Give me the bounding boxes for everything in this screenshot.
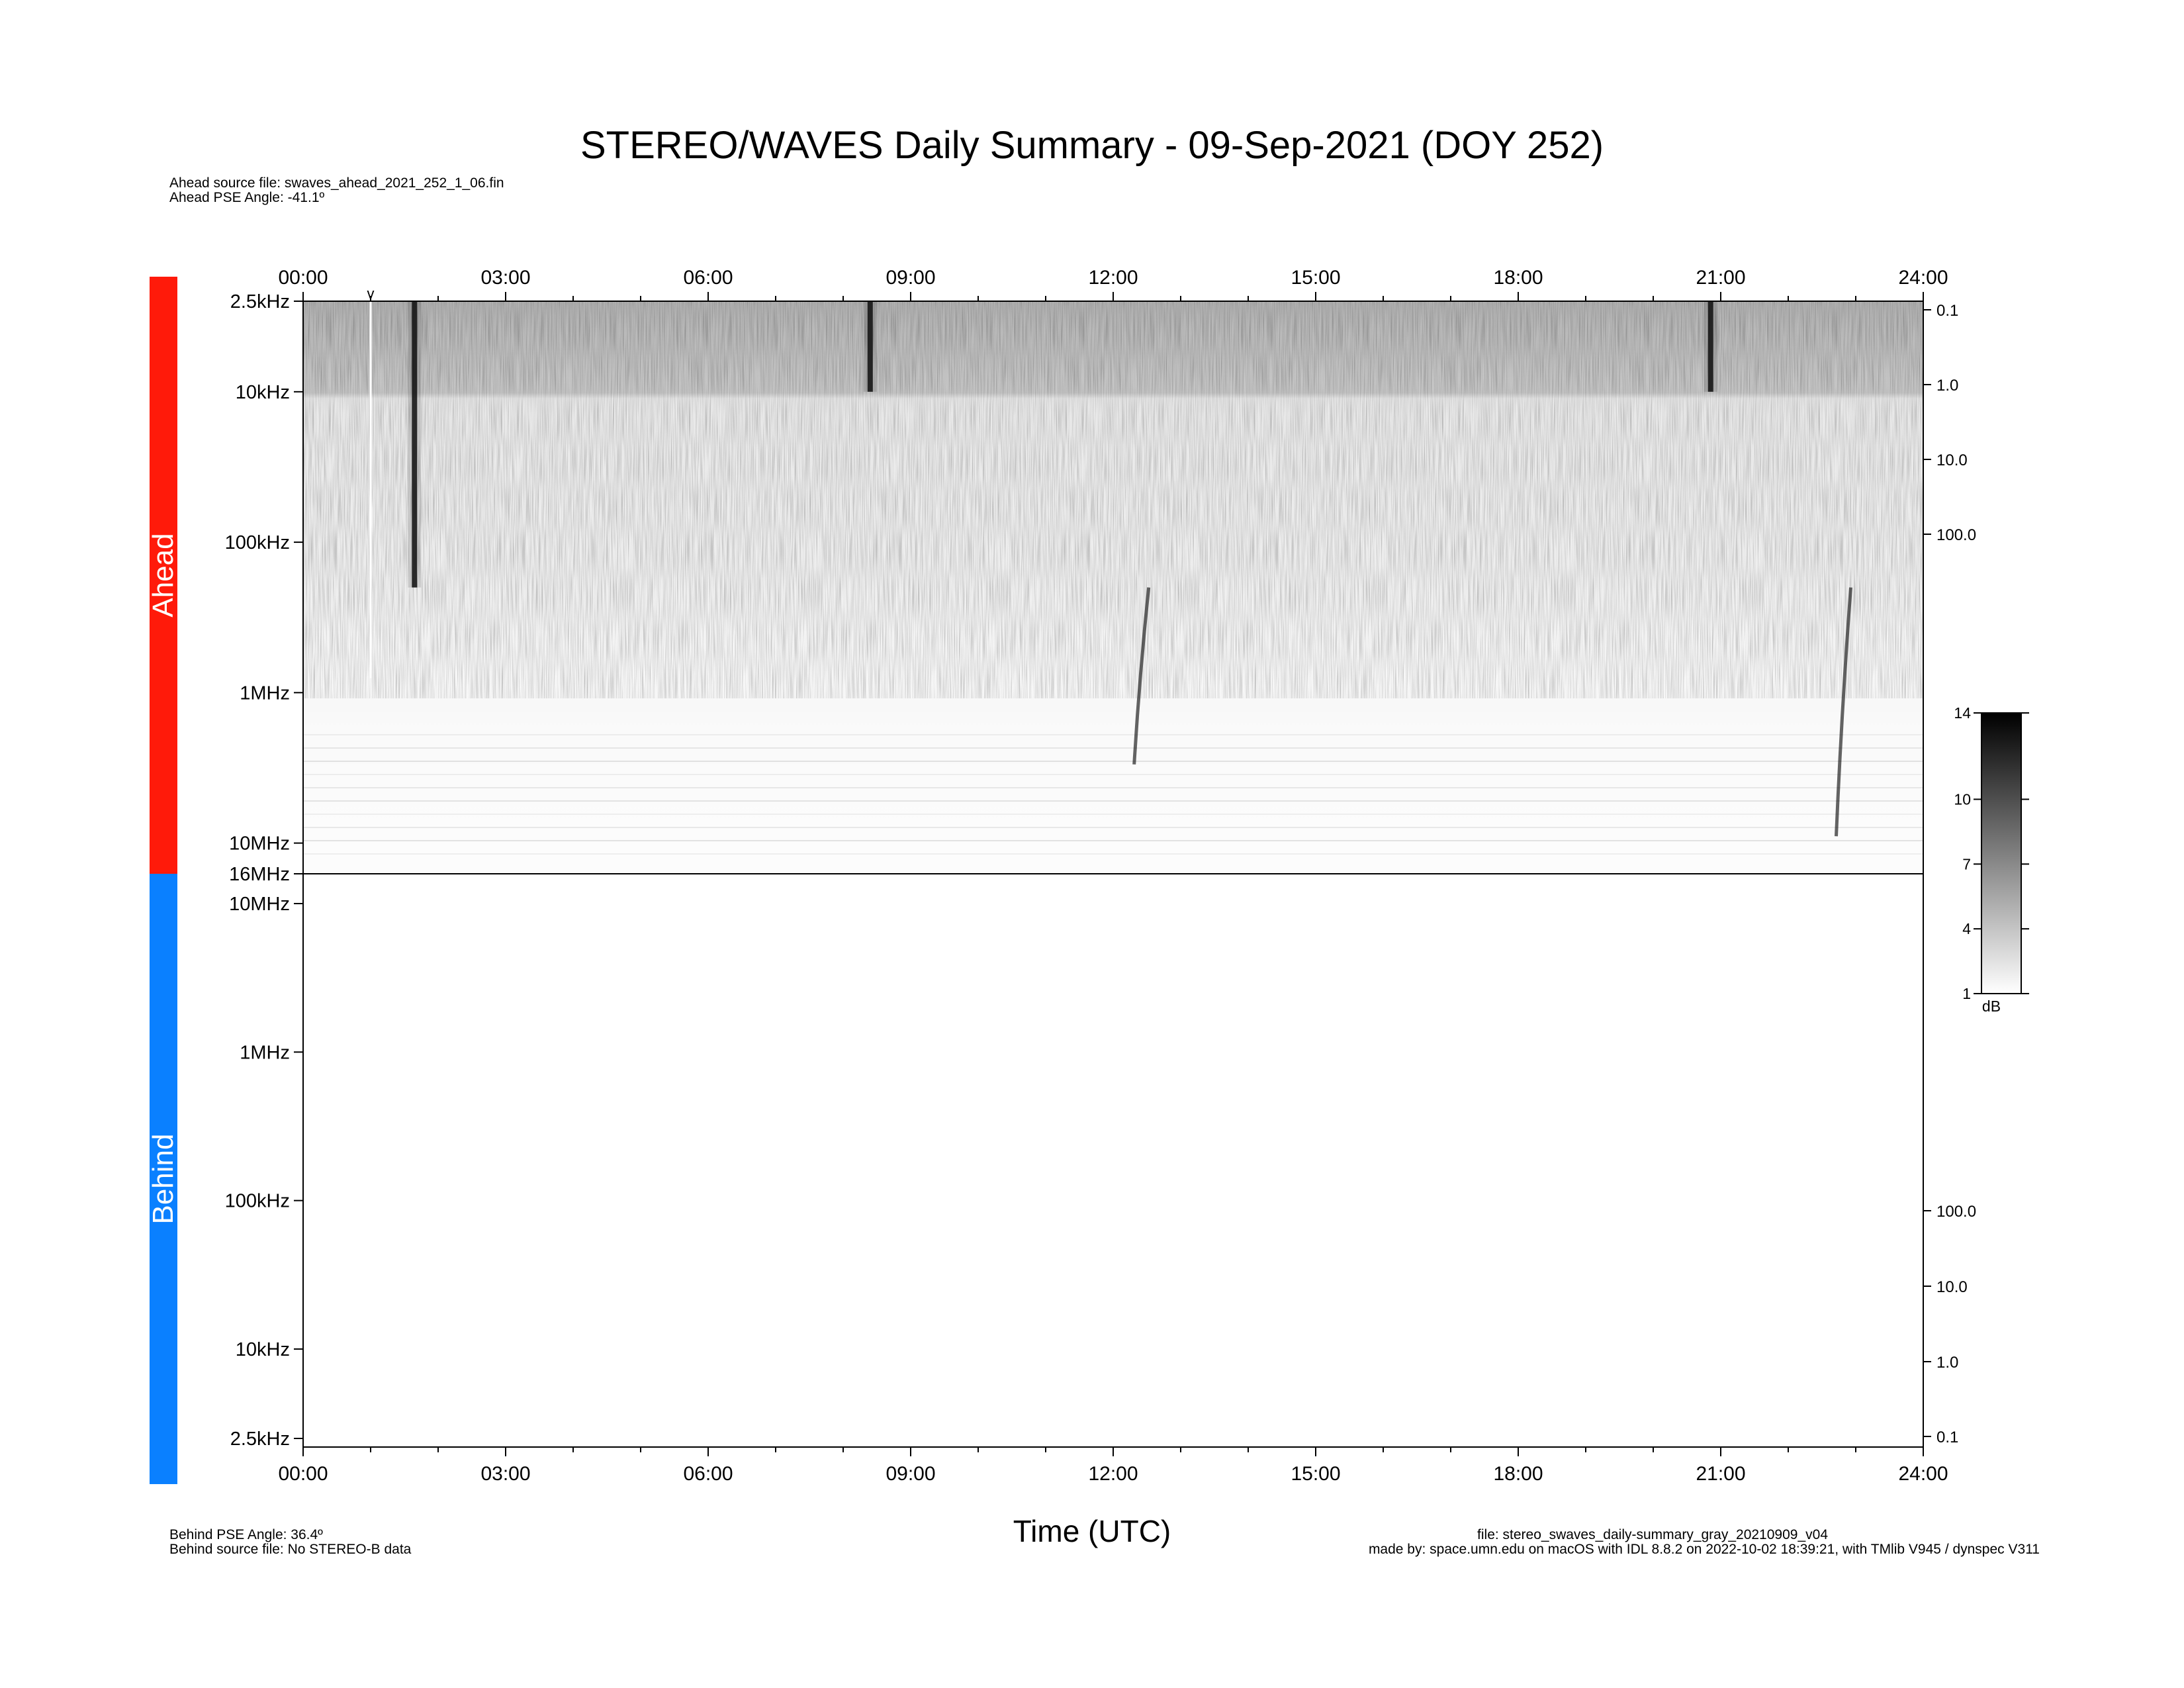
ahead-pse-angle: Ahead PSE Angle: -41.1º (169, 190, 325, 205)
ahead-info: Ahead source file: swaves_ahead_2021_252… (169, 176, 504, 205)
behind-side-bar: Behind (147, 874, 179, 1484)
colorbar-tick-label: 1 (1962, 985, 1971, 1002)
right-tick-label-behind: 1.0 (1936, 1354, 1958, 1372)
x-tick-label-top: 18:00 (1493, 267, 1543, 289)
x-axis-top: 00:00 03:00 06:00 09:00 12:00 15:00 18:00 21:00… (278, 267, 1948, 301)
behind-info: Behind PSE Angle: 36.4º Behind source fi… (169, 1528, 411, 1557)
y-tick-label-ahead: 100kHz (225, 532, 290, 553)
colorbar-tick-label: 7 (1962, 855, 1971, 872)
ahead-features (369, 301, 1852, 837)
right-axis-behind: 100.0 10.0 1.0 0.1 (1923, 1203, 1976, 1446)
y-tick-label-behind: 10MHz (229, 894, 290, 915)
colorbar-tick-label: 10 (1954, 790, 1971, 808)
y-tick-label-behind: 2.5kHz (230, 1429, 290, 1450)
burst-mark (1707, 301, 1713, 392)
behind-source-file: Behind source file: No STEREO-B data (169, 1542, 412, 1557)
right-tick-label-behind: 100.0 (1936, 1203, 1976, 1221)
x-tick-label-bottom: 24:00 (1898, 1463, 1948, 1485)
ahead-panel (303, 301, 1923, 874)
footer-made-by: made by: space.umn.edu on macOS with IDL… (1368, 1542, 2040, 1557)
x-tick-label-top: 00:00 (278, 267, 328, 289)
right-tick-label-ahead: 1.0 (1936, 377, 1958, 395)
x-tick-label-bottom: 15:00 (1291, 1463, 1340, 1485)
drifting-burst-mark (1835, 587, 1852, 837)
x-tick-label-bottom: 21:00 (1696, 1463, 1745, 1485)
ahead-source-file: Ahead source file: swaves_ahead_2021_252… (169, 175, 504, 191)
x-tick-label-bottom: 09:00 (886, 1463, 935, 1485)
burst-mark (867, 301, 873, 392)
y-axis-ahead: 2.5kHz 10kHz 100kHz 1MHz 10MHz 16MHz (225, 291, 303, 885)
right-tick-label-behind: 0.1 (1936, 1429, 1958, 1446)
x-tick-label-bottom: 12:00 (1088, 1463, 1138, 1485)
y-tick-label-ahead: 1MHz (240, 682, 290, 704)
colorbar-ticks: 14 10 7 4 1 (1954, 704, 2029, 1002)
y-tick-label-ahead: 10MHz (229, 833, 290, 855)
burst-halo (863, 301, 877, 392)
y-tick-label-behind: 100kHz (225, 1191, 290, 1212)
x-tick-label-top: 06:00 (683, 267, 733, 289)
time-marker-glyph: v (367, 285, 375, 302)
burst-halo (408, 301, 422, 588)
x-axis-bottom: 00:00 03:00 06:00 09:00 12:00 15:00 18:00 21:00… (278, 1447, 1948, 1485)
time-marker: v (367, 285, 375, 302)
x-tick-label-bottom: 06:00 (683, 1463, 733, 1485)
right-axis-ahead: 0.1 1.0 10.0 100.0 (1923, 302, 1976, 544)
colorbar-tick-label: 4 (1962, 920, 1971, 937)
right-tick-label-behind: 10.0 (1936, 1278, 1968, 1296)
x-tick-label-top: 15:00 (1291, 267, 1340, 289)
x-tick-label-bottom: 18:00 (1493, 1463, 1543, 1485)
x-tick-label-bottom: 03:00 (480, 1463, 530, 1485)
x-tick-label-bottom: 00:00 (278, 1463, 328, 1485)
right-tick-label-ahead: 0.1 (1936, 302, 1958, 320)
ahead-interference-lines (303, 734, 1923, 855)
chart-title: STEREO/WAVES Daily Summary - 09-Sep-2021… (580, 124, 1604, 167)
ahead-side-bar: Ahead (147, 277, 179, 874)
x-axis-label: Time (UTC) (1013, 1514, 1171, 1548)
burst-halo (1704, 301, 1717, 392)
y-axis-behind: 10MHz 1MHz 100kHz 10kHz 2.5kHz (225, 894, 303, 1450)
behind-panel-background (303, 874, 1923, 1447)
x-tick-label-top: 03:00 (480, 267, 530, 289)
burst-mark (412, 301, 418, 588)
x-tick-label-top: 12:00 (1088, 267, 1138, 289)
y-tick-label-ahead: 10kHz (236, 382, 290, 403)
footer-info: file: stereo_swaves_daily-summary_gray_2… (1369, 1528, 2040, 1557)
colorbar-tick-label: 14 (1954, 704, 1971, 722)
x-tick-label-top: 21:00 (1696, 267, 1745, 289)
behind-pse-angle: Behind PSE Angle: 36.4º (169, 1527, 323, 1542)
y-tick-label-ahead: 16MHz (229, 864, 290, 885)
ahead-noise-texture (303, 301, 1923, 698)
right-tick-label-ahead: 10.0 (1936, 451, 1968, 469)
colorbar (1981, 712, 2022, 994)
y-tick-label-ahead: 2.5kHz (230, 291, 290, 312)
y-tick-label-behind: 1MHz (240, 1042, 290, 1063)
right-tick-label-ahead: 100.0 (1936, 526, 1976, 544)
footer-file: file: stereo_swaves_daily-summary_gray_2… (1477, 1527, 1828, 1542)
y-tick-label-behind: 10kHz (236, 1339, 290, 1360)
x-tick-label-top: 24:00 (1898, 267, 1948, 289)
colorbar-unit: dB (1981, 998, 2001, 1015)
drifting-burst-mark (1132, 587, 1151, 765)
x-tick-label-top: 09:00 (886, 267, 935, 289)
